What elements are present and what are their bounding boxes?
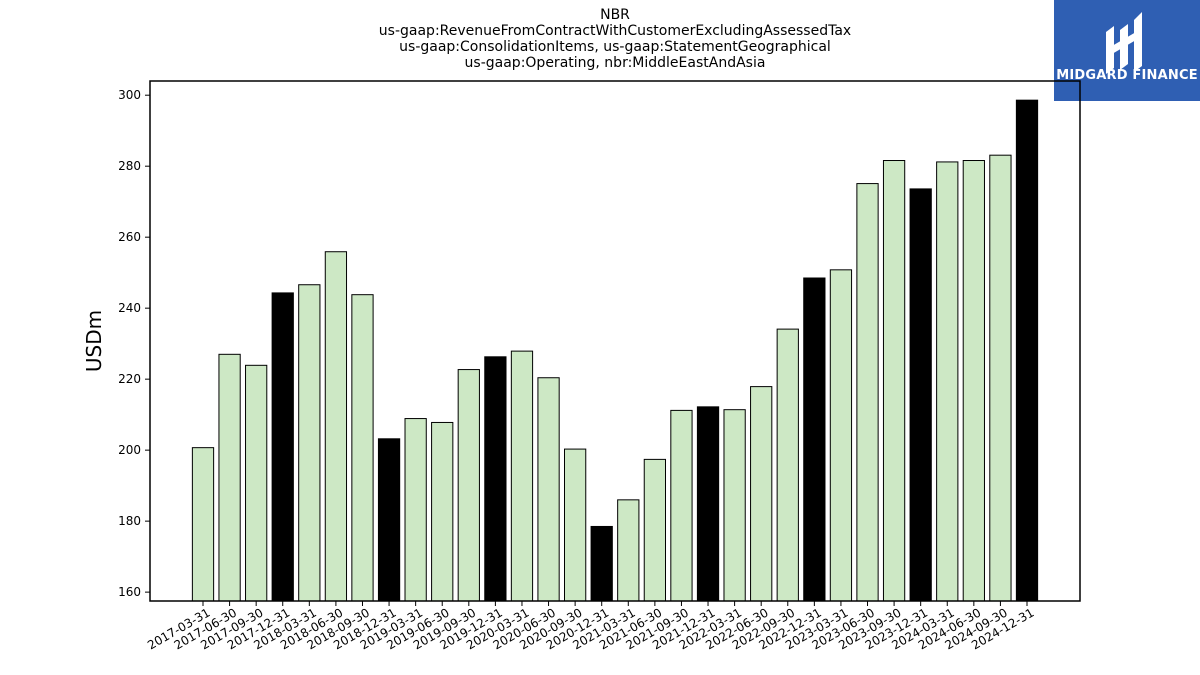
bar-2022-12-31 xyxy=(803,277,826,602)
bar-2023-09-30 xyxy=(882,160,906,602)
logo-mark-icon xyxy=(1106,12,1142,74)
bar-2020-09-30 xyxy=(564,448,587,602)
title-line-2: us-gaap:RevenueFromContractWithCustomerE… xyxy=(378,23,852,39)
y-tick-label: 180 xyxy=(118,514,141,528)
logo-text: MIDGARD FINANCE xyxy=(1056,68,1198,83)
bars-group xyxy=(191,99,1039,602)
y-axis-label: USDm xyxy=(82,310,106,372)
bar-2024-12-31 xyxy=(1015,99,1039,602)
bar-2021-09-30 xyxy=(670,409,693,602)
bar-2024-09-30 xyxy=(989,154,1012,602)
title-line-1: NBR xyxy=(600,7,630,23)
bar-2019-09-30 xyxy=(457,369,480,602)
bar-2020-03-31 xyxy=(510,350,534,602)
y-tick-label: 200 xyxy=(118,443,141,457)
bar-2019-06-30 xyxy=(431,421,454,602)
bar-2020-12-31 xyxy=(590,525,613,602)
bar-2021-03-31 xyxy=(617,499,640,602)
y-tick-label: 280 xyxy=(118,159,141,173)
bar-2019-12-31 xyxy=(484,356,507,602)
bar-2019-03-31 xyxy=(404,418,427,602)
bar-2022-06-30 xyxy=(750,386,773,602)
bar-2020-06-30 xyxy=(537,377,560,602)
y-tick-label: 300 xyxy=(118,88,141,102)
plot-frame xyxy=(149,80,1081,602)
bar-2017-09-30 xyxy=(245,364,268,602)
y-tick-label: 220 xyxy=(118,372,141,386)
bar-2024-06-30 xyxy=(962,160,985,602)
bar-2018-06-30 xyxy=(324,251,348,602)
x-axis: 2017-03-312017-06-302017-09-302017-12-31… xyxy=(145,601,1037,652)
bar-2022-09-30 xyxy=(776,328,799,602)
brand-logo: MIDGARD FINANCE xyxy=(1054,0,1200,101)
bar-2024-03-31 xyxy=(936,161,959,602)
bar-2022-03-31 xyxy=(723,409,746,602)
bar-2023-03-31 xyxy=(829,269,853,602)
bar-2021-06-30 xyxy=(643,458,666,602)
bar-2018-09-30 xyxy=(351,294,374,602)
y-tick-label: 260 xyxy=(118,230,141,244)
bar-2017-03-31 xyxy=(191,447,215,602)
bar-2018-03-31 xyxy=(298,284,321,602)
title-line-4: us-gaap:Operating, nbr:MiddleEastAndAsia xyxy=(464,55,766,71)
bar-2017-12-31 xyxy=(271,292,294,602)
bar-2021-12-31 xyxy=(696,406,720,602)
title-line-3: us-gaap:ConsolidationItems, us-gaap:Stat… xyxy=(399,39,831,55)
y-tick-label: 160 xyxy=(118,585,141,599)
bar-2023-06-30 xyxy=(856,183,879,602)
chart-title: NBR us-gaap:RevenueFromContractWithCusto… xyxy=(150,7,1080,71)
y-tick-label: 240 xyxy=(118,301,141,315)
y-axis: 160 180 200 220 240 260 280 300 xyxy=(118,88,150,599)
bar-2017-06-30 xyxy=(218,353,241,602)
bar-2018-12-31 xyxy=(377,438,401,602)
bar-2023-12-31 xyxy=(909,188,932,602)
